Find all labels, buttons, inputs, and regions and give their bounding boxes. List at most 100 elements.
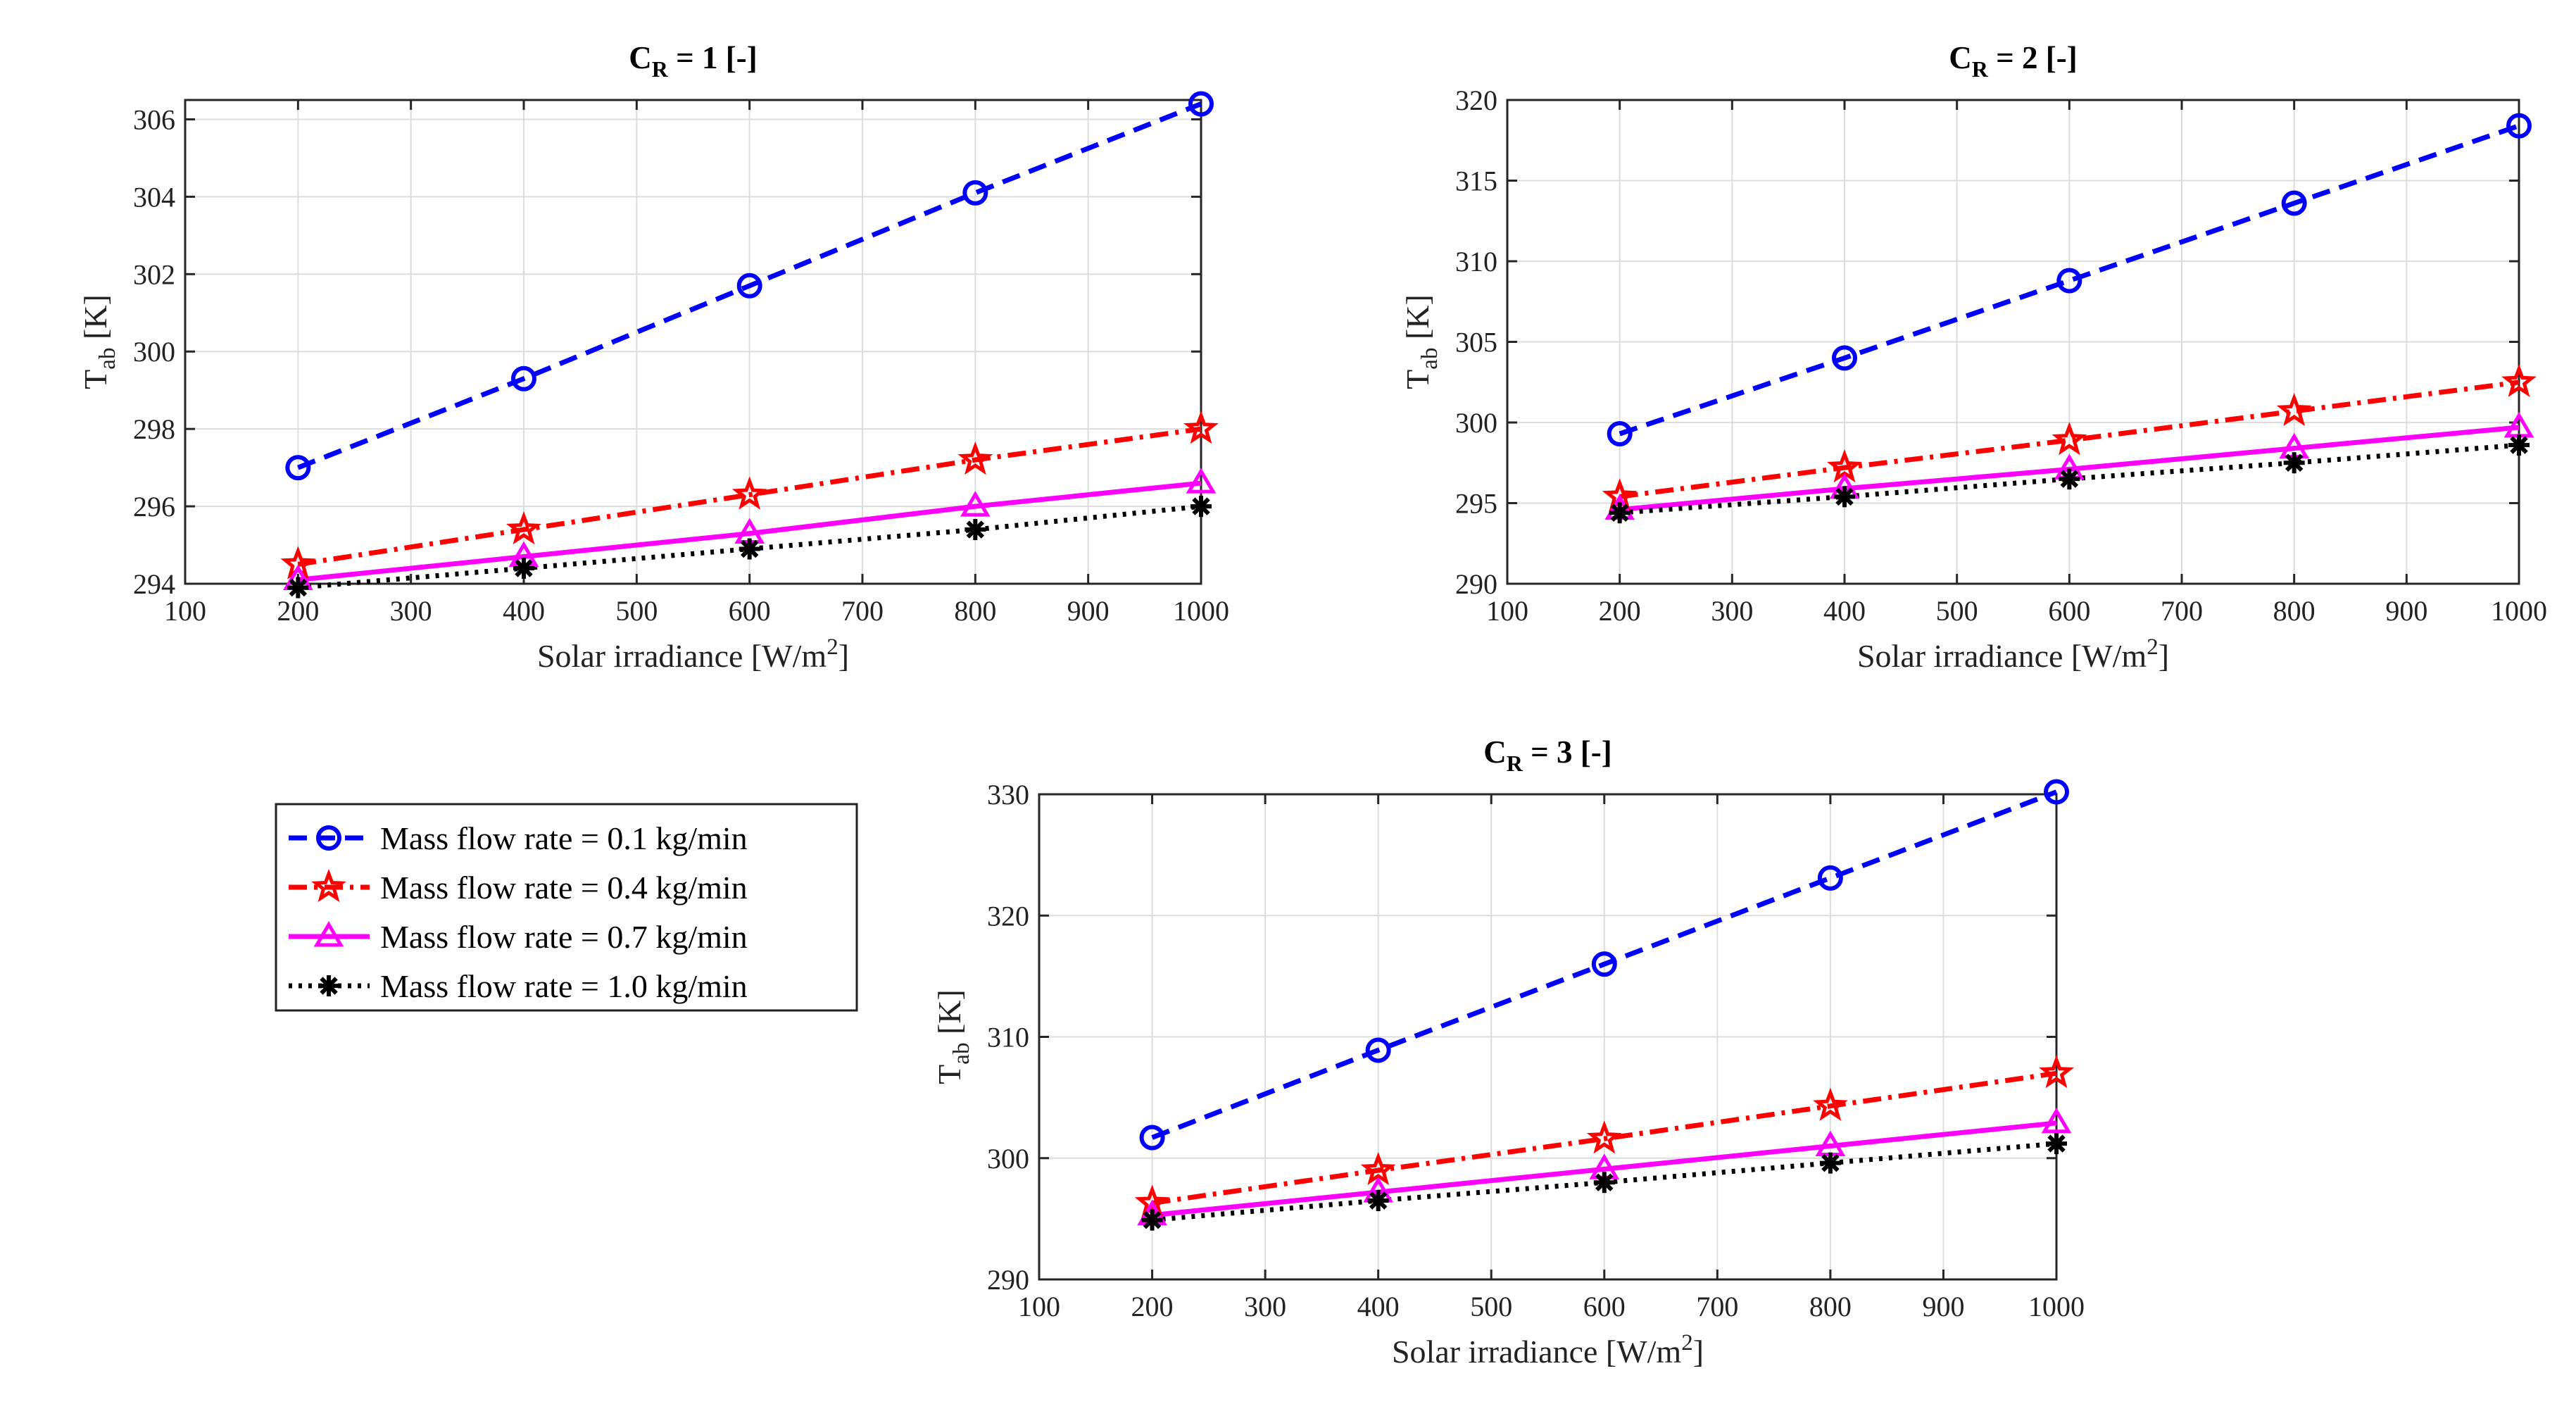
plot-2-series-2-point (2276, 392, 2312, 427)
plot-2-ytick-label: 310 (1455, 246, 1497, 277)
plot-1-series-4-point (965, 519, 986, 541)
plot-3-series-3-line (1152, 1120, 2057, 1218)
plot-1-xtick-label: 200 (277, 595, 319, 627)
plot-2-series-4-point (1609, 502, 1631, 524)
plot-3-xtick-label: 1000 (2028, 1291, 2085, 1322)
legend-entry-2-label: Mass flow rate = 0.4 kg/min (380, 870, 748, 906)
plot-1-axes-box (184, 99, 1202, 585)
plot-3-xtick-label: 700 (1696, 1291, 1738, 1322)
plot-3-series-2-point (2039, 1055, 2074, 1089)
plot-1-series-2-point (1183, 411, 1219, 444)
plot-2-series-1-point (1607, 421, 1633, 447)
plot-2-series-1-point (2056, 268, 2082, 294)
plot-2-xtick-label: 700 (2161, 595, 2203, 627)
legend-entries: Mass flow rate = 0.1 kg/min Mass flow rat… (289, 820, 748, 1004)
plot-3: 100 200 300 400 500 600 700 800 900 1000 290 300 310… (931, 734, 2085, 1370)
plot-2-series-1-line (1619, 123, 2520, 437)
plot-1-ytick-label: 306 (133, 104, 175, 135)
plot-3-xtick-label: 400 (1357, 1291, 1400, 1322)
plot-3-series-2-point (1360, 1151, 1396, 1186)
plot-3-xtick-label: 500 (1470, 1291, 1512, 1322)
plot-2-ytick-label: 315 (1455, 165, 1497, 197)
plot-1-area (185, 100, 1201, 584)
plot-1-series-4-point (513, 558, 534, 580)
plot-3-series-1-point (1817, 865, 1843, 891)
plot-3-ytick-label: 300 (987, 1143, 1029, 1175)
plot-1-xtick-label: 100 (164, 595, 206, 627)
legend-entry-3: Mass flow rate = 0.7 kg/min (289, 919, 748, 955)
plot-1-series-1-line (297, 101, 1202, 470)
plot-1-series-3-line (297, 480, 1202, 582)
plot-1-series-1-point (511, 365, 536, 392)
plot-2-series-2-line (1619, 380, 2520, 499)
plot-2-series-2-point (2052, 422, 2087, 456)
plot-3-title: CR = 3 [-] (1483, 734, 1611, 776)
plot-1-series-3-point (960, 491, 991, 517)
plot-1: 100 200 300 400 500 600 700 800 900 1000 294 296 298… (77, 40, 1229, 674)
plot-1-ytick-label: 300 (133, 336, 175, 368)
plot-2-xtick-label: 1000 (2491, 595, 2547, 627)
legend-entry-4-label: Mass flow rate = 1.0 kg/min (380, 968, 748, 1004)
plot-2-ytick-label: 300 (1455, 407, 1497, 439)
plot-3-series-4-point (1819, 1152, 1841, 1174)
plot-1-ytick-label: 302 (133, 258, 175, 290)
plot-2-xtick-label: 900 (2385, 595, 2427, 627)
plot-2: 100 200 300 400 500 600 700 800 900 1000 290 295 300… (1400, 40, 2547, 674)
plot-1-series (280, 91, 1219, 599)
plot-1-series-2-point (957, 441, 993, 475)
plot-1-ytick-label: 304 (133, 181, 175, 213)
plot-1-series-2-point (506, 511, 541, 545)
plot-2-series-4-point (2283, 452, 2305, 474)
legend-box (275, 803, 858, 1012)
plot-3-series-4-point (1593, 1172, 1615, 1194)
plot-2-ylabel: Tab [K] (1400, 294, 1443, 389)
plot-1-ylabel: Tab [K] (77, 294, 120, 389)
plot-3-series-1-point (1139, 1125, 1165, 1151)
plot-1-ytick-label: 296 (133, 491, 175, 522)
plot-1-series-4-line (298, 503, 1202, 590)
legend-entry-2-marker (311, 868, 346, 903)
plot-3-ytick-label: 310 (987, 1022, 1029, 1053)
plot-1-xtick-label: 600 (729, 595, 771, 627)
plot-2-ytick-label: 320 (1455, 84, 1497, 116)
legend-entry-1: Mass flow rate = 0.1 kg/min (289, 820, 748, 856)
plot-1-xtick-label: 400 (503, 595, 545, 627)
plot-1-ytick-label: 298 (133, 413, 175, 445)
plot-1-series-2-point (731, 476, 767, 510)
plot-2-series-4-point (2508, 434, 2530, 456)
plot-1-ytick-label: 294 (133, 568, 175, 600)
plot-1-xtick-label: 800 (954, 595, 996, 627)
plot-3-series-4-point (1141, 1209, 1163, 1231)
plot-1-xtick-label: 700 (841, 595, 884, 627)
plot-3-xtick-label: 900 (1922, 1291, 1964, 1322)
plot-1-series-1-point (736, 273, 762, 299)
legend-entry-1-label: Mass flow rate = 0.1 kg/min (380, 820, 748, 856)
plot-2-xtick-label: 300 (1711, 595, 1753, 627)
plot-2-xtick-label: 100 (1486, 595, 1528, 627)
legend-entry-3-marker (313, 921, 344, 947)
plot-1-series-1-point (1188, 91, 1214, 117)
plot-1-xtick-label: 900 (1067, 595, 1110, 627)
plot-1-title: CR = 1 [-] (629, 40, 757, 82)
plot-3-xtick-label: 200 (1131, 1291, 1174, 1322)
legend: Mass flow rate = 0.1 kg/min Mass flow rat… (275, 803, 858, 1012)
plot-3-ytick-label: 290 (987, 1264, 1029, 1296)
plot-1-series-1-point (285, 455, 311, 481)
plot-2-xtick-label: 800 (2273, 595, 2316, 627)
plot-1-xtick-label: 300 (390, 595, 432, 627)
plot-2-xlabel: Solar irradiance [W/m2] (1857, 634, 2169, 674)
plot-3-series-1-point (1365, 1037, 1391, 1063)
plot-2-series-4-line (1619, 442, 2520, 515)
plot-2-series-1-point (2506, 113, 2532, 139)
plot-3-series-1-line (1151, 789, 2058, 1140)
legend-entry-2: Mass flow rate = 0.4 kg/min (289, 868, 748, 906)
plot-2-ytick-label: 290 (1455, 568, 1497, 600)
plot-2-xtick-label: 600 (2048, 595, 2090, 627)
plot-1-series-4-point (1190, 496, 1212, 518)
plot-2-series-2-point (2501, 363, 2537, 397)
plot-3-series-3-point (2041, 1107, 2072, 1134)
plot-2-series-1-point (1832, 345, 1857, 371)
plot-3-xlabel: Solar irradiance [W/m2] (1392, 1330, 1704, 1370)
plot-1-series-4-point (739, 538, 760, 560)
plot-3-series-2-point (1586, 1120, 1622, 1154)
